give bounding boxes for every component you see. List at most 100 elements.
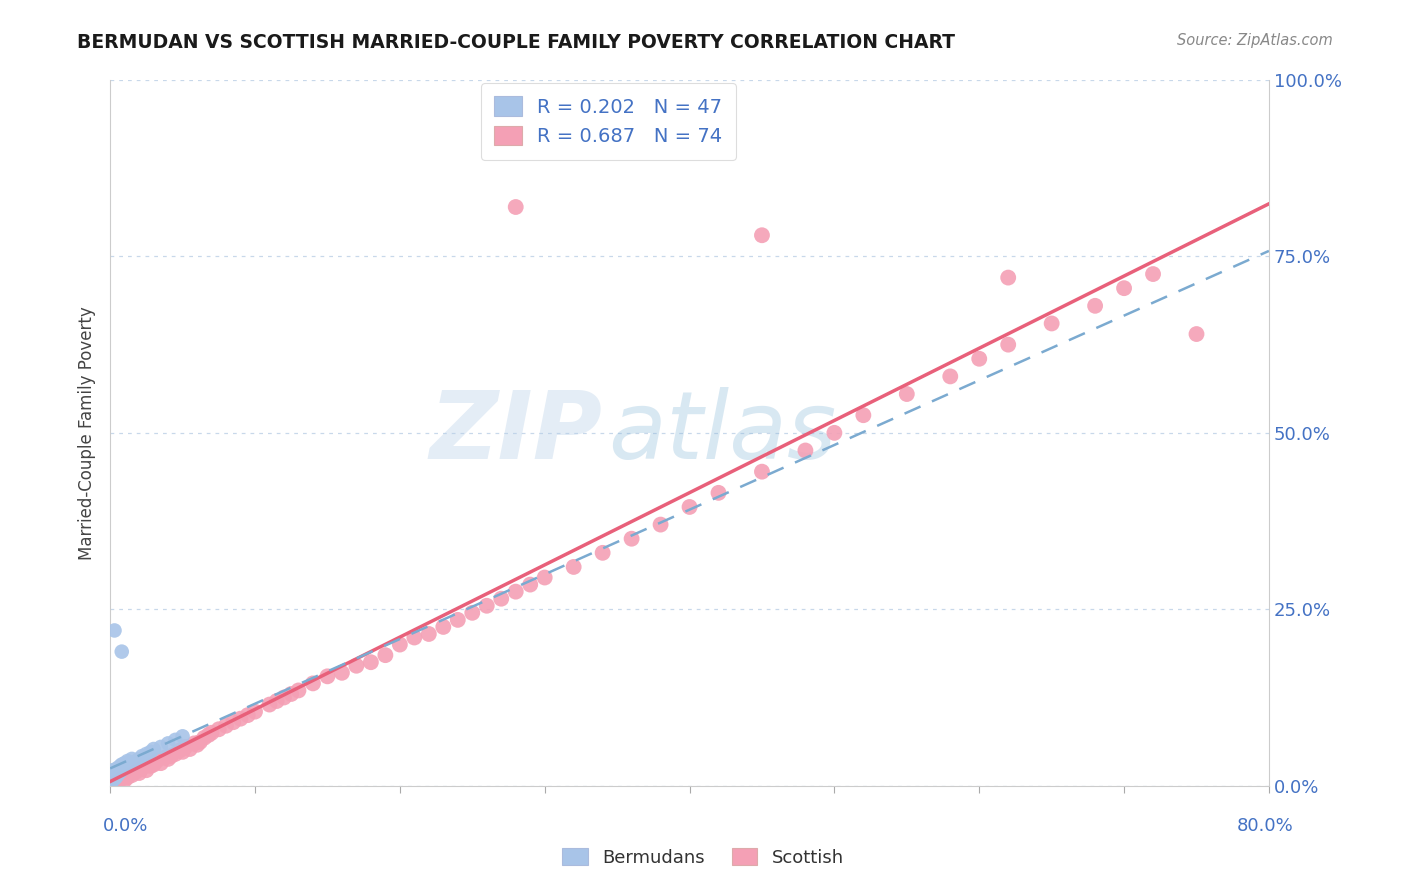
Point — [131, 749, 153, 764]
Point — [103, 624, 125, 638]
Text: BERMUDAN VS SCOTTISH MARRIED-COUPLE FAMILY POVERTY CORRELATION CHART: BERMUDAN VS SCOTTISH MARRIED-COUPLE FAMI… — [77, 33, 955, 52]
Point — [101, 770, 124, 784]
Point — [344, 658, 367, 673]
Point — [330, 665, 353, 680]
Point — [1112, 281, 1135, 295]
Point — [418, 627, 440, 641]
Point — [751, 228, 773, 243]
Point — [266, 694, 288, 708]
Point — [114, 756, 136, 771]
Point — [967, 351, 990, 366]
Point — [236, 708, 259, 723]
Point — [114, 773, 136, 788]
Point — [707, 486, 730, 500]
Point — [112, 761, 135, 775]
Point — [121, 757, 143, 772]
Point — [111, 763, 134, 777]
Point — [751, 465, 773, 479]
Point — [139, 759, 162, 773]
Point — [1185, 326, 1208, 341]
Point — [939, 369, 962, 384]
Point — [273, 690, 295, 705]
Point — [169, 743, 191, 757]
Point — [183, 736, 205, 750]
Point — [157, 736, 180, 750]
Point — [165, 747, 187, 761]
Point — [794, 443, 817, 458]
Point — [114, 761, 136, 775]
Point — [404, 631, 426, 645]
Point — [475, 599, 498, 613]
Point — [172, 729, 194, 743]
Point — [193, 731, 215, 745]
Point — [174, 739, 197, 754]
Point — [461, 606, 484, 620]
Point — [103, 763, 125, 777]
Point — [1142, 267, 1164, 281]
Point — [139, 745, 162, 759]
Point — [533, 570, 555, 584]
Point — [135, 747, 157, 761]
Text: ZIP: ZIP — [430, 387, 603, 479]
Point — [374, 648, 396, 662]
Point — [110, 764, 132, 779]
Point — [896, 387, 918, 401]
Point — [103, 772, 125, 786]
Point — [117, 754, 139, 768]
Point — [316, 669, 339, 683]
Point — [360, 655, 382, 669]
Point — [101, 766, 124, 780]
Point — [222, 715, 245, 730]
Point — [107, 764, 129, 779]
Point — [100, 773, 122, 788]
Point — [125, 754, 148, 768]
Point — [165, 732, 187, 747]
Point — [142, 757, 165, 772]
Point — [104, 770, 127, 784]
Point — [505, 200, 527, 214]
Point — [103, 768, 125, 782]
Point — [491, 591, 513, 606]
Point — [100, 766, 122, 780]
Point — [125, 764, 148, 779]
Point — [108, 761, 131, 775]
Point — [100, 770, 122, 784]
Point — [160, 749, 183, 764]
Point — [135, 763, 157, 777]
Point — [142, 742, 165, 756]
Point — [149, 739, 172, 754]
Point — [519, 577, 541, 591]
Point — [101, 773, 124, 788]
Point — [121, 768, 143, 782]
Point — [107, 775, 129, 789]
Point — [280, 687, 302, 701]
Text: 80.0%: 80.0% — [1237, 817, 1294, 835]
Point — [101, 768, 124, 782]
Point — [103, 766, 125, 780]
Point — [208, 723, 231, 737]
Y-axis label: Married-Couple Family Poverty: Married-Couple Family Poverty — [79, 306, 96, 559]
Text: Source: ZipAtlas.com: Source: ZipAtlas.com — [1177, 33, 1333, 48]
Point — [229, 712, 252, 726]
Point — [505, 584, 527, 599]
Point — [186, 738, 208, 752]
Point — [188, 735, 211, 749]
Point — [104, 766, 127, 780]
Point — [100, 768, 122, 782]
Point — [388, 638, 411, 652]
Point — [997, 270, 1019, 285]
Point — [447, 613, 470, 627]
Point — [107, 761, 129, 775]
Point — [128, 752, 150, 766]
Point — [592, 546, 614, 560]
Point — [197, 728, 219, 742]
Point — [1084, 299, 1107, 313]
Point — [259, 698, 281, 712]
Point — [117, 759, 139, 773]
Point — [200, 726, 222, 740]
Point — [215, 719, 238, 733]
Point — [110, 759, 132, 773]
Point — [997, 337, 1019, 351]
Point — [107, 768, 129, 782]
Point — [562, 560, 585, 574]
